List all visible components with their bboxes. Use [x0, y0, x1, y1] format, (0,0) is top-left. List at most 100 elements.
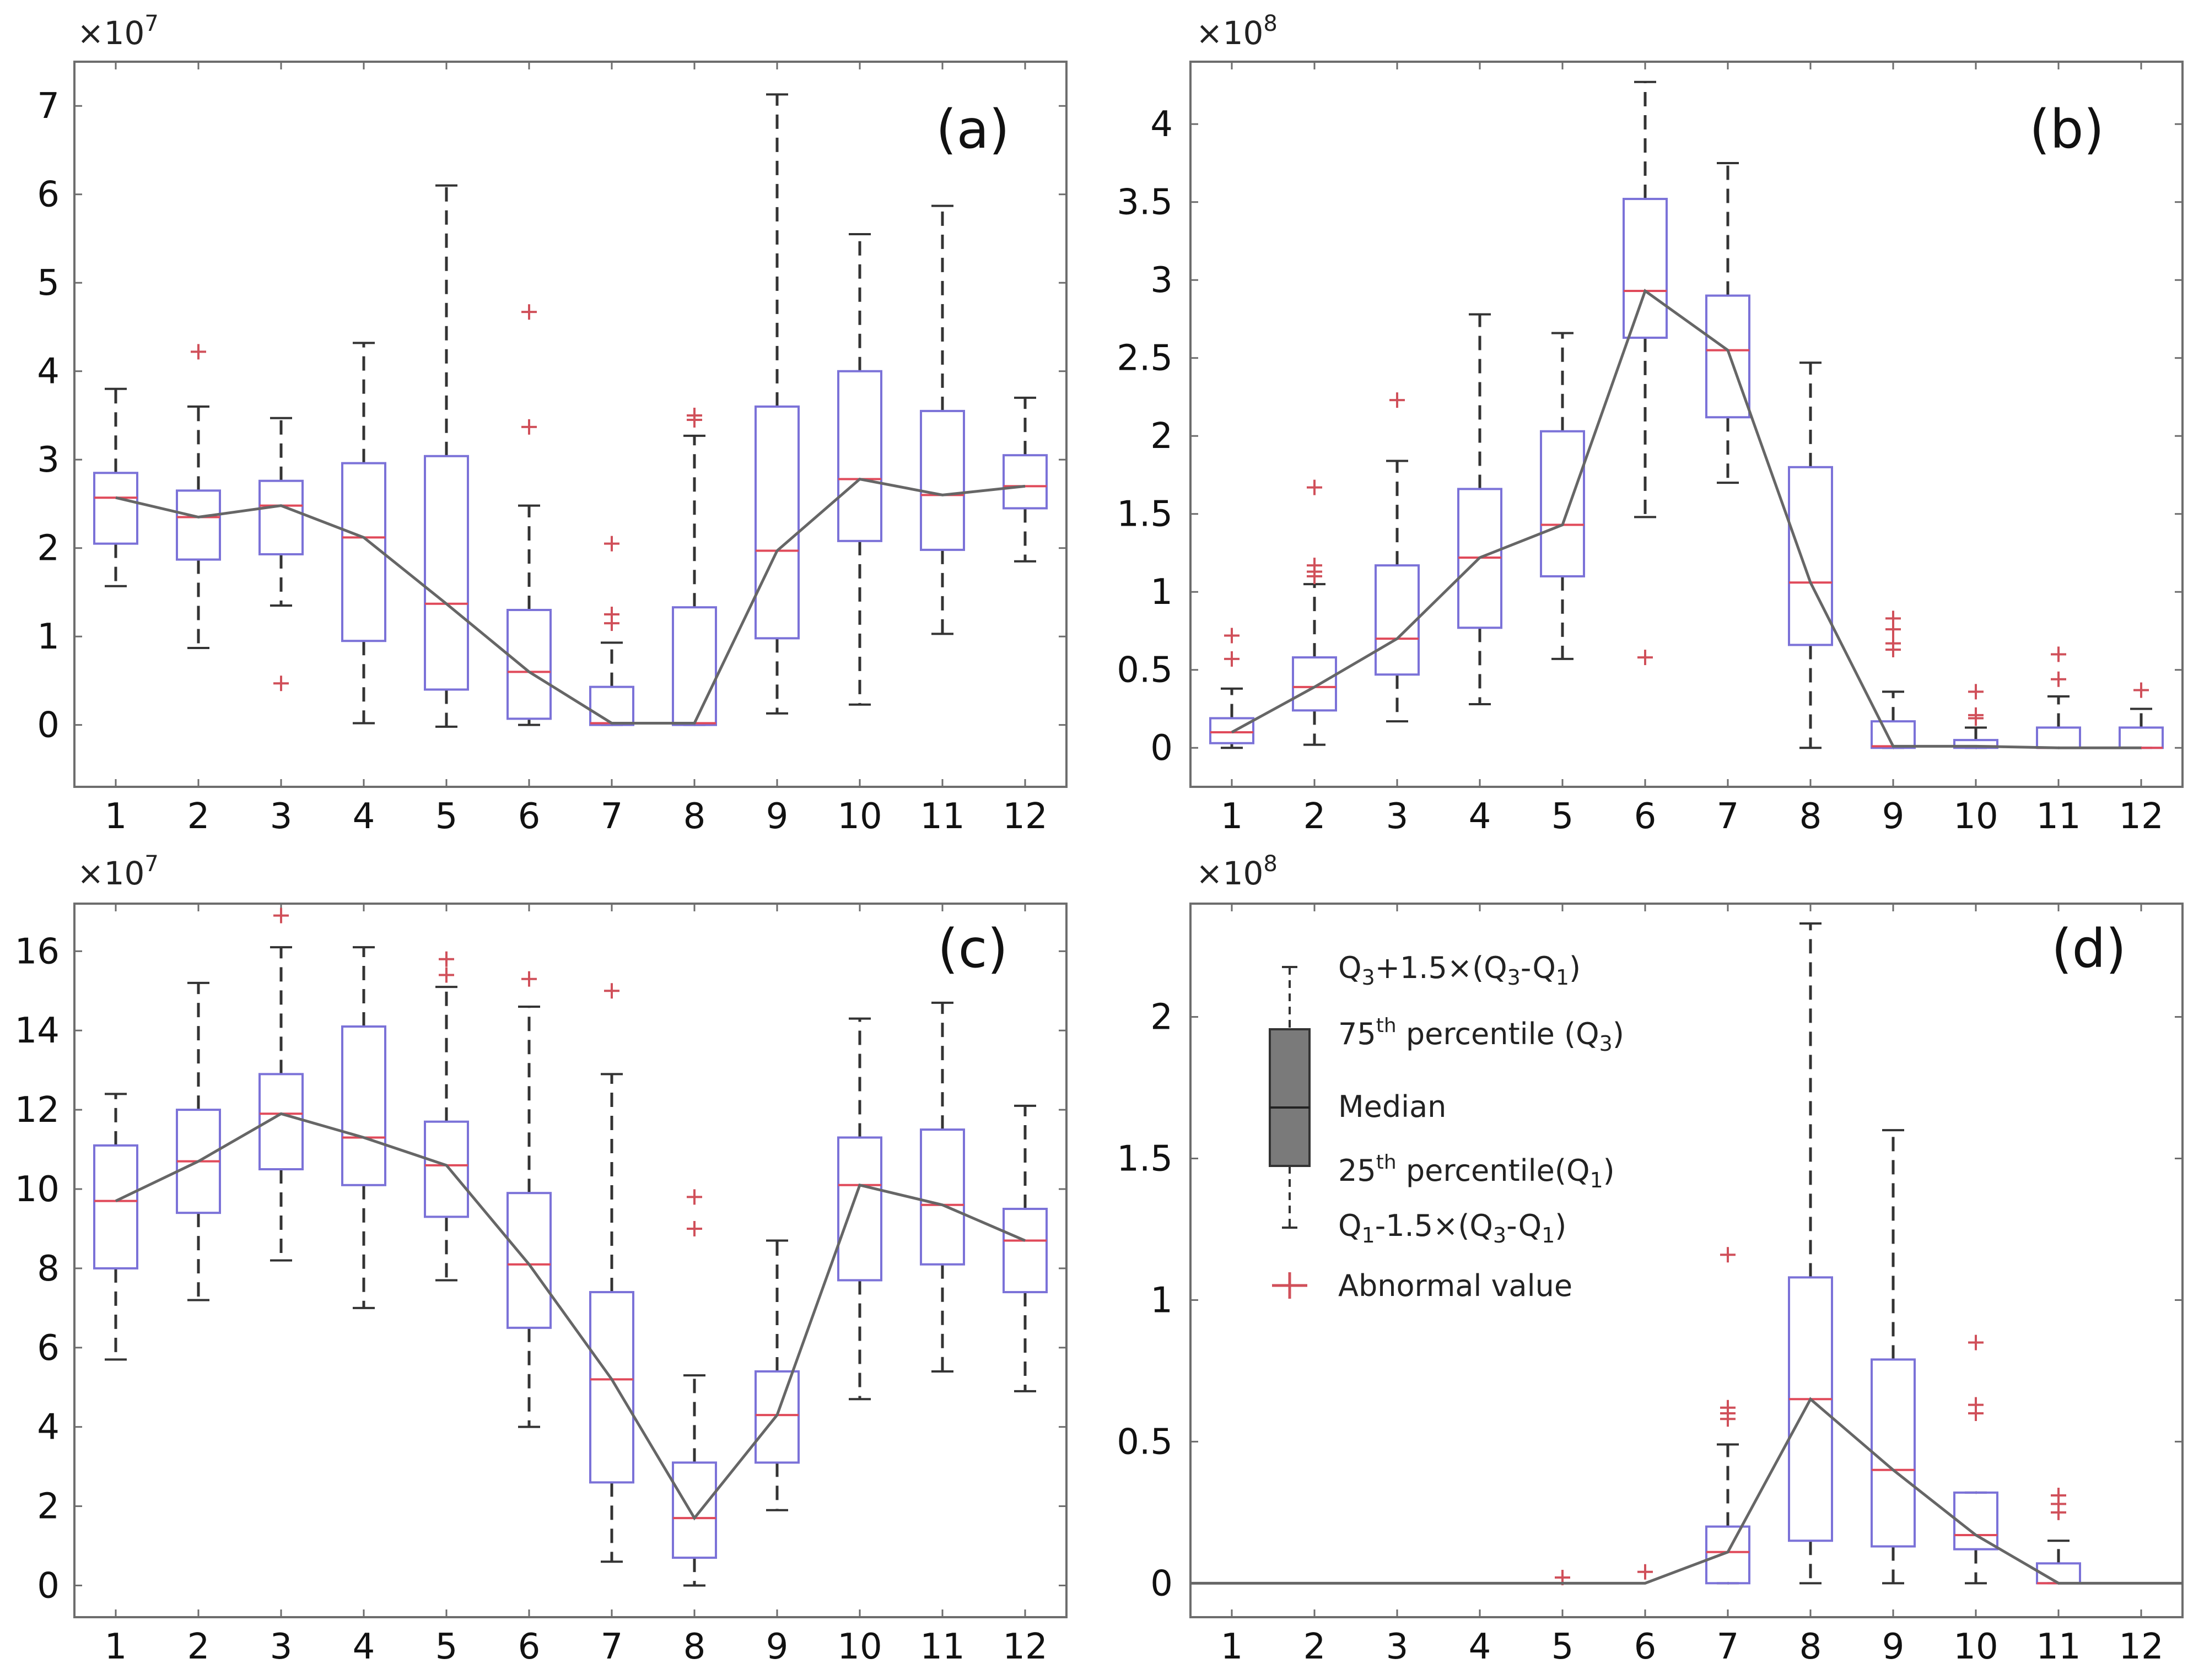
x-tick-label: 8 — [683, 796, 706, 837]
outlier-marker — [191, 344, 206, 360]
iqr-box — [506, 1192, 552, 1329]
box-7 — [589, 983, 634, 1563]
iqr-box — [1953, 1491, 1998, 1551]
y-tick-label: 6 — [37, 1328, 60, 1369]
panel-b: 00.511.522.533.541 2 3 4 5 6 7 8 9 10 11 12×108(b) — [1117, 11, 2184, 837]
outlier-marker — [687, 1189, 702, 1205]
y-tick-label: 6 — [37, 175, 60, 215]
iqr-box — [1375, 564, 1420, 676]
box-12 — [1003, 396, 1048, 563]
outlier-marker — [521, 419, 537, 435]
y-tick-label: 2.5 — [1117, 338, 1173, 379]
outlier-marker — [2051, 671, 2066, 687]
median-trend-line — [1231, 289, 2141, 749]
box-5 — [424, 184, 469, 728]
x-tick-label: 7 — [601, 796, 623, 837]
y-tick-label: 10 — [15, 1169, 60, 1210]
box-9 — [1871, 611, 1916, 749]
y-tick-label: 1.5 — [1117, 1139, 1173, 1180]
box-4 — [1457, 313, 1502, 706]
box-1 — [93, 1093, 138, 1361]
box-7 — [589, 536, 634, 726]
y-tick-label: 7 — [37, 86, 60, 127]
outlier-marker — [439, 951, 454, 967]
x-tick-label: 2 — [1303, 1627, 1326, 1667]
box-5 — [1540, 332, 1585, 660]
plot-frame — [1189, 903, 2184, 1618]
x-tick-label: 6 — [518, 796, 541, 837]
y-tick-label: 2 — [37, 528, 60, 569]
iqr-box — [1705, 1525, 1750, 1585]
box-10 — [837, 233, 882, 706]
outlier-marker — [439, 967, 454, 983]
panel-label: (c) — [937, 918, 1008, 980]
y-tick-label: 14 — [15, 1011, 60, 1051]
box-2 — [1292, 479, 1337, 746]
x-tick-label: 9 — [1882, 1627, 1905, 1667]
iqr-box — [1209, 717, 1254, 744]
x-tick-label: 1 — [1221, 796, 1243, 837]
box-7 — [1705, 161, 1750, 484]
y-tick-label: 0.5 — [1117, 1422, 1173, 1462]
x-tick-label: 1 — [105, 1627, 127, 1667]
iqr-box — [341, 462, 386, 642]
median-trend-line — [115, 1112, 1026, 1521]
box-11 — [920, 1001, 965, 1373]
outlier-marker — [604, 607, 619, 623]
x-tick-label: 12 — [1003, 1627, 1047, 1667]
y-tick-label: 2 — [1150, 997, 1173, 1038]
x-tick-label: 5 — [1551, 1627, 1574, 1667]
iqr-box — [93, 472, 138, 545]
iqr-box — [1292, 656, 1337, 712]
legend: Q3+1.5×(Q3-Q1) 75th percentile (Q3) Median… — [1269, 950, 1624, 1303]
iqr-box — [837, 370, 882, 542]
box-3 — [258, 907, 304, 1262]
box-8 — [1788, 922, 1833, 1585]
panel-label: (a) — [936, 99, 1010, 160]
panel-label: (b) — [2029, 99, 2104, 160]
box-1 — [93, 387, 138, 587]
outlier-marker — [1885, 611, 1901, 626]
iqr-box — [755, 405, 800, 640]
axis-exponent-label: ×108 — [1196, 851, 1278, 892]
x-tick-label: 6 — [1634, 796, 1657, 837]
x-tick-label: 3 — [270, 796, 293, 837]
x-tick-label: 7 — [601, 1627, 623, 1667]
x-tick-label: 12 — [1003, 796, 1047, 837]
outlier-marker — [1968, 684, 1984, 700]
x-tick-label: 3 — [1386, 1627, 1409, 1667]
median-trend-line — [115, 477, 1026, 725]
outlier-marker — [2051, 646, 2066, 662]
iqr-box — [93, 1144, 138, 1270]
iqr-box — [2119, 726, 2164, 749]
box-9 — [1871, 1129, 1916, 1585]
x-tick-label: 3 — [270, 1627, 293, 1667]
x-tick-label: 2 — [187, 796, 210, 837]
box-2 — [176, 981, 221, 1301]
iqr-box — [1871, 1358, 1916, 1548]
legend-label-median: Median — [1338, 1089, 1446, 1124]
x-tick-label: 8 — [1799, 1627, 1822, 1667]
iqr-box — [1540, 430, 1585, 577]
x-tick-label: 1 — [1221, 1627, 1243, 1667]
box-6 — [506, 971, 552, 1428]
outlier-marker — [604, 536, 619, 552]
outlier-marker — [1968, 1397, 1984, 1413]
x-tick-label: 3 — [1386, 796, 1409, 837]
outlier-marker — [1968, 1335, 1984, 1351]
y-tick-label: 1 — [1150, 1280, 1173, 1321]
box-3 — [258, 417, 304, 692]
iqr-box — [589, 685, 634, 726]
iqr-box — [1003, 1207, 1048, 1294]
x-tick-label: 10 — [837, 796, 882, 837]
legend-label-upper-whisker: Q3+1.5×(Q3-Q1) — [1338, 950, 1581, 990]
box-8 — [1788, 361, 1833, 749]
x-tick-label: 7 — [1717, 1627, 1739, 1667]
y-tick-label: 3.5 — [1117, 182, 1173, 223]
y-tick-label: 3 — [1150, 260, 1173, 301]
plot-frame — [73, 903, 1068, 1618]
outlier-marker — [1720, 1400, 1736, 1416]
y-tick-label: 0.5 — [1117, 650, 1173, 691]
